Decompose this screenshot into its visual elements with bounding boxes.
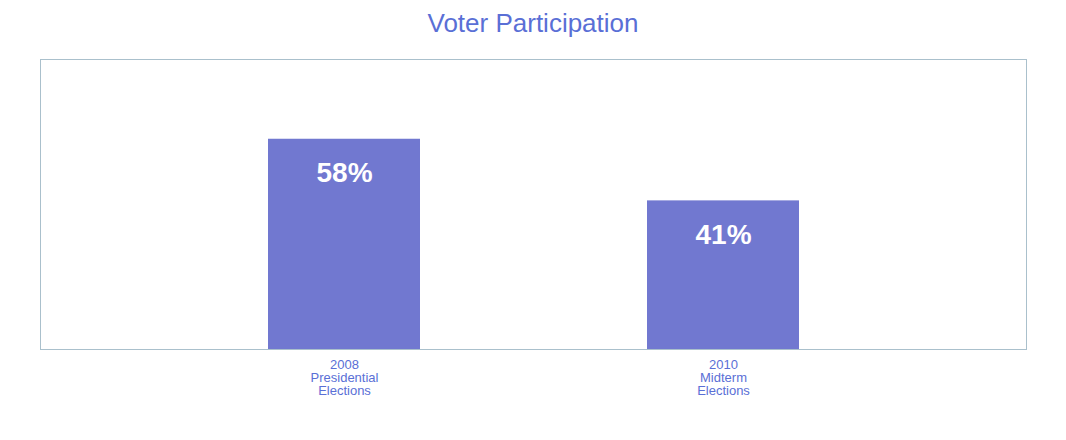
html-text:Voter Participation: Voter Participation bbox=[427, 8, 639, 38]
svg-text:2010MidtermElections: 2010MidtermElections bbox=[697, 357, 750, 398]
svg-text:58%: 58% bbox=[316, 157, 372, 188]
svg-text:2008PresidentialElections: 2008PresidentialElections bbox=[311, 357, 379, 398]
svg-text:41%: 41% bbox=[695, 219, 751, 250]
